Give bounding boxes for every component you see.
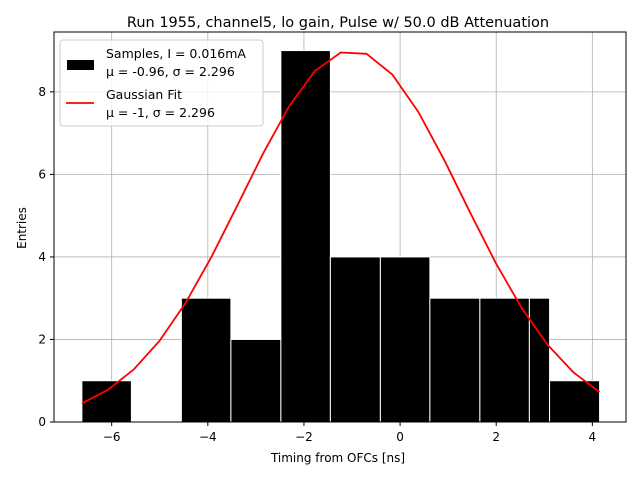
y-tick-label-3: 6 [38,167,46,181]
legend: Samples, I = 0.016mA μ = -0.96, σ = 2.29… [59,39,264,127]
histogram-bar-8 [479,297,530,423]
histogram-bar-0 [81,380,132,423]
x-tick-label-4: 2 [492,430,500,444]
histogram-bar-7 [429,297,481,423]
y-axis-label: Entries [15,207,29,249]
x-axis-ticks: −6 −4 −2 0 2 4 [103,422,596,444]
legend-label-fit: Gaussian Fit [106,87,182,102]
y-axis-ticks: 0 2 4 6 8 [38,85,54,429]
legend-box [59,39,264,127]
x-tick-label-2: −2 [295,430,313,444]
gaussian-fit-line [81,51,601,405]
histogram-bar-2 [180,297,232,423]
gaussian-fit [81,51,601,405]
legend-label-fit-stats: μ = -1, σ = 2.296 [106,105,215,120]
histogram-bar-4 [280,50,331,423]
legend-swatch-samples [67,60,94,70]
histogram-bar-6 [379,256,431,423]
x-tick-label-3: 0 [396,430,404,444]
legend-label-samples: Samples, I = 0.016mA [106,46,246,61]
legend-label-samples-stats: μ = -0.96, σ = 2.296 [106,64,235,79]
histogram-bar-9 [528,297,551,423]
x-tick-label-1: −4 [199,430,217,444]
x-tick-label-5: 4 [589,430,597,444]
chart-title: Run 1955, channel5, lo gain, Pulse w/ 50… [127,15,549,31]
y-tick-label-4: 8 [38,85,46,99]
histogram-bars [81,50,601,423]
x-axis-label: Timing from OFCs [ns] [270,451,405,465]
y-tick-label-2: 4 [38,250,46,264]
histogram-bar-3 [230,338,282,423]
plot-frame [53,31,627,423]
y-tick-label-1: 2 [38,332,46,346]
x-tick-label-0: −6 [103,430,121,444]
y-tick-label-0: 0 [38,415,46,429]
histogram-bar-10 [549,380,601,423]
histogram-bar-5 [329,256,381,423]
